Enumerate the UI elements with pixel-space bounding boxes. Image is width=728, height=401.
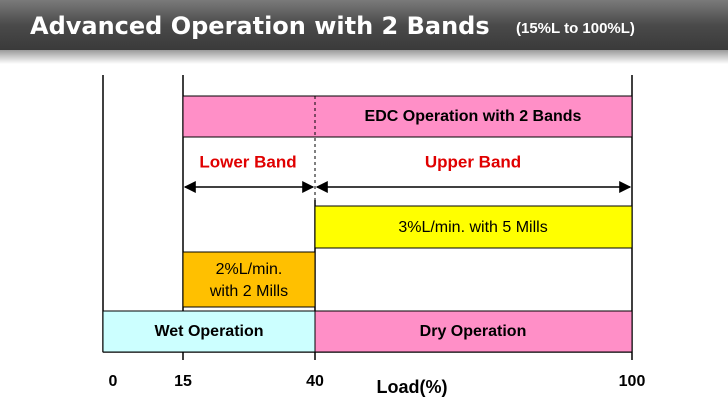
axis-tick-label: 15: [174, 373, 192, 390]
upper-rate-label: 3%L/min. with 5 Mills: [398, 219, 547, 236]
upper-rate-box: [314, 205, 633, 249]
axis-tick-label: 100: [619, 373, 646, 390]
wet-label: Wet Operation: [154, 323, 263, 340]
dry-label: Dry Operation: [420, 323, 527, 340]
subtitle: (15%L to 100%L): [516, 20, 635, 37]
wet-box: [102, 310, 316, 353]
header-bar: [0, 0, 728, 50]
axis-tick-label: 40: [306, 373, 324, 390]
dry-box: [314, 310, 633, 353]
upper-band-label: Upper Band: [425, 152, 521, 171]
lower-rate-box: [182, 251, 316, 308]
axis-tick-label: 0: [109, 373, 118, 390]
lower-rate-label: with 2 Mills: [209, 283, 288, 300]
edc-box: [182, 95, 633, 138]
lower-rate-label: 2%L/min.: [216, 261, 283, 278]
edc-label: EDC Operation with 2 Bands: [365, 108, 582, 125]
axis-label: Load(%): [377, 377, 448, 397]
lower-band-label: Lower Band: [199, 152, 296, 171]
title: Advanced Operation with 2 Bands: [30, 12, 490, 40]
header-shadow: [0, 50, 728, 64]
